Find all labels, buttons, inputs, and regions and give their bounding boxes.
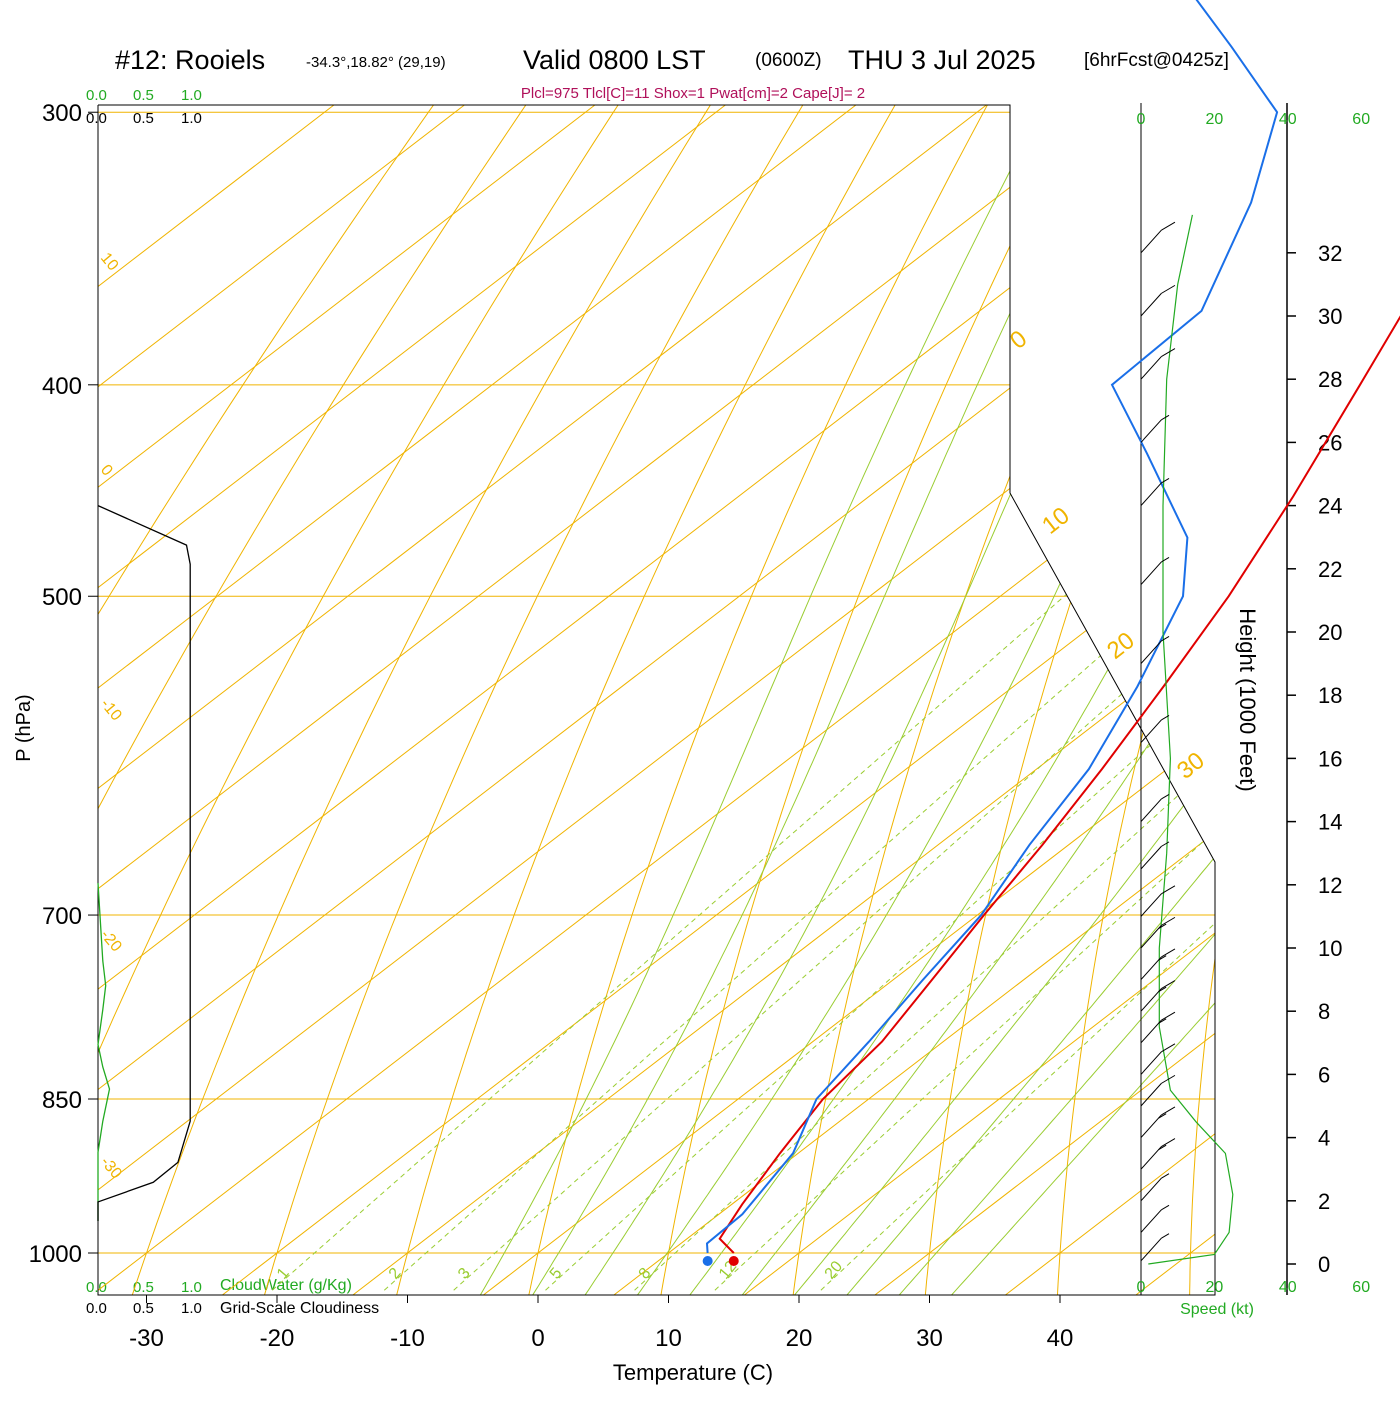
chart-coords: -34.3°,18.82° (29,19): [306, 54, 446, 71]
cloudiness-bottom-tick: 0.0: [86, 1300, 107, 1317]
chart-indices: Plcl=975 Tlcl[C]=11 Shox=1 Pwat[cm]=2 Ca…: [521, 85, 865, 102]
temperature-tick-label: -30: [129, 1325, 164, 1352]
pressure-axis-label: P (hPa): [13, 694, 35, 761]
pressure-tick-label: 1000: [29, 1241, 82, 1268]
temperature-tick-label: 10: [655, 1325, 682, 1352]
height-tick-label: 4: [1318, 1126, 1330, 1151]
temperature-tick-label: 20: [786, 1325, 813, 1352]
pressure-tick-label: 400: [42, 373, 82, 400]
pressure-tick-label: 500: [42, 584, 82, 611]
temperature-tick-label: -20: [260, 1325, 295, 1352]
cloudwater-top-tick: 0.5: [133, 87, 154, 104]
height-tick-label: 12: [1318, 873, 1342, 898]
height-tick-label: 10: [1318, 936, 1342, 961]
temperature-tick-label: 30: [916, 1325, 943, 1352]
speed-tick-bottom: 40: [1279, 1279, 1297, 1296]
cloudwater-bottom-tick: 0.0: [86, 1279, 107, 1296]
speed-tick-top: 0: [1137, 111, 1146, 128]
height-tick-label: 2: [1318, 1189, 1330, 1214]
speed-tick-top: 20: [1206, 111, 1224, 128]
chart-forecast: [6hrFcst@0425z]: [1084, 50, 1229, 71]
height-tick-label: 30: [1318, 304, 1342, 329]
chart-valid-date: THU 3 Jul 2025: [848, 45, 1036, 75]
height-axis-label: Height (1000 Feet): [1235, 608, 1260, 791]
temperature-tick-label: -10: [390, 1325, 425, 1352]
cloudwater-top-tick: 0.0: [86, 87, 107, 104]
height-tick-label: 22: [1318, 557, 1342, 582]
height-tick-label: 28: [1318, 367, 1342, 392]
height-tick-label: 8: [1318, 999, 1330, 1024]
dewpoint-surface-point: [703, 1256, 713, 1266]
cloudwater-bottom-tick: 1.0: [181, 1279, 202, 1296]
cloudiness-bottom-tick: 0.5: [133, 1300, 154, 1317]
speed-axis-label: Speed (kt): [1180, 1301, 1254, 1318]
temperature-surface-point: [729, 1256, 739, 1266]
height-tick-label: 24: [1318, 494, 1342, 519]
speed-tick-bottom: 60: [1352, 1279, 1370, 1296]
chart-valid-title: Valid 0800 LST: [523, 45, 706, 75]
temperature-tick-label: 40: [1047, 1325, 1074, 1352]
height-tick-label: 32: [1318, 241, 1342, 266]
height-tick-label: 20: [1318, 620, 1342, 645]
speed-tick-bottom: 0: [1137, 1279, 1146, 1296]
pressure-tick-label: 850: [42, 1087, 82, 1114]
speed-tick-top: 40: [1279, 111, 1297, 128]
speed-tick-bottom: 20: [1206, 1279, 1224, 1296]
temperature-axis-label: Temperature (C): [613, 1360, 773, 1385]
cloudwater-top-tick: 1.0: [181, 87, 202, 104]
cloudiness-bottom-tick: 1.0: [181, 1300, 202, 1317]
height-tick-label: 6: [1318, 1062, 1330, 1087]
chart-valid-z: (0600Z): [755, 50, 822, 71]
pressure-tick-label: 300: [42, 100, 82, 127]
cloudwater-top-ticks: 0.0 0.5 1.0: [86, 87, 202, 104]
height-tick-label: 18: [1318, 683, 1342, 708]
pressure-tick-label: 700: [42, 903, 82, 930]
chart-station-title: #12: Rooiels: [115, 45, 265, 75]
speed-tick-top: 60: [1352, 111, 1370, 128]
height-tick-label: 14: [1318, 810, 1342, 835]
height-tick-label: 16: [1318, 746, 1342, 771]
height-tick-label: 0: [1318, 1252, 1330, 1277]
cloudwater-bottom-tick: 0.5: [133, 1279, 154, 1296]
temperature-tick-label: 0: [531, 1325, 544, 1352]
cloudiness-axis-label: Grid-Scale Cloudiness: [220, 1300, 379, 1317]
